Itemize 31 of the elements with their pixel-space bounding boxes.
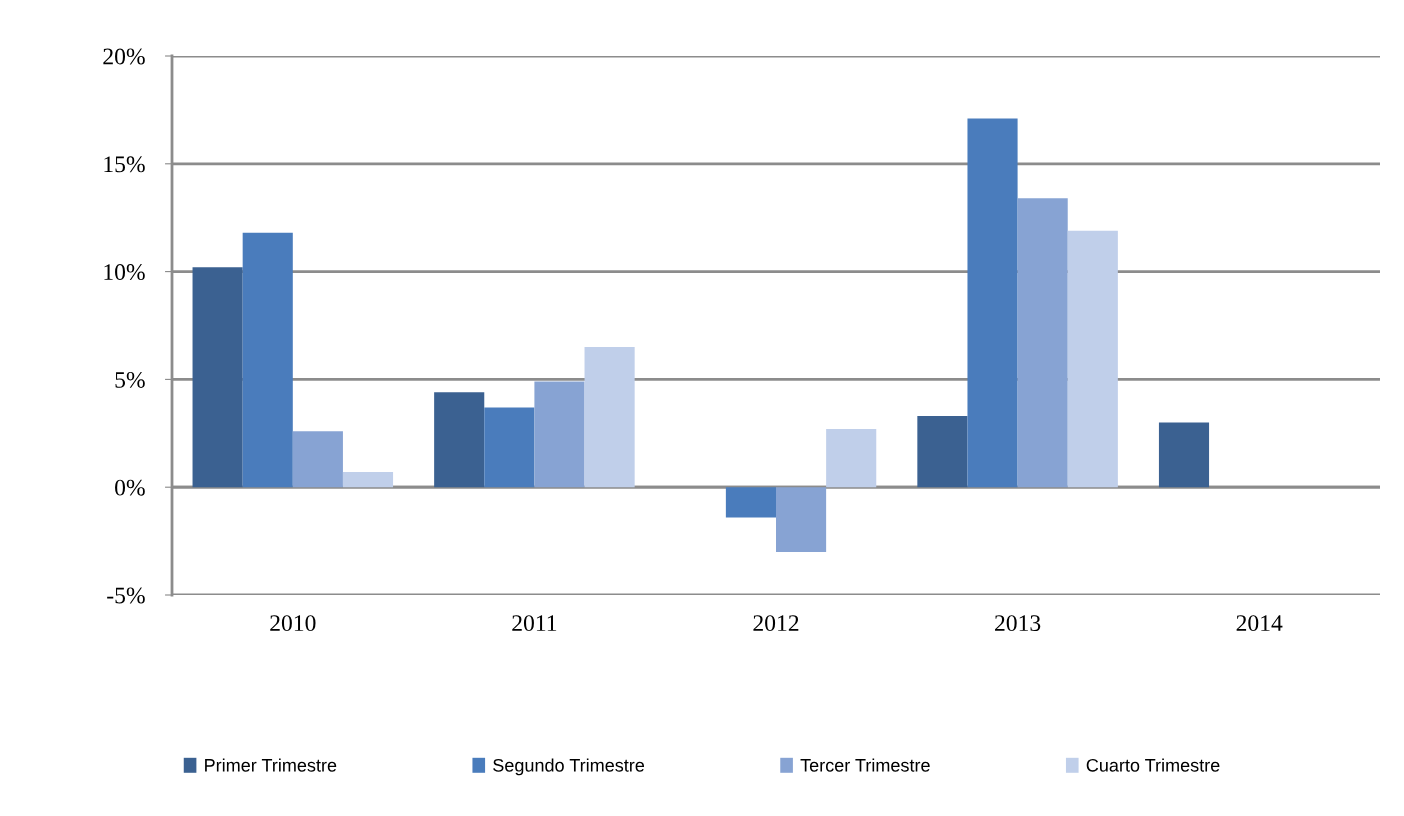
y-tick-label: 15%: [104, 156, 145, 173]
bar: [434, 392, 485, 488]
bar: [1067, 230, 1118, 488]
bar: [342, 472, 394, 488]
bar: [484, 407, 535, 488]
y-tick-label: -5%: [107, 587, 145, 604]
bar: [917, 416, 968, 488]
legend-label: Tercer Trimestre: [800, 758, 930, 772]
bar: [242, 232, 293, 488]
x-tick-label: 2012: [753, 615, 799, 632]
bar: [967, 118, 1018, 488]
x-tick-label: 2014: [1236, 615, 1283, 632]
bar: [1158, 422, 1210, 488]
bar: [1017, 198, 1068, 488]
bar: [534, 381, 585, 488]
bar: [584, 347, 635, 488]
y-tick-label: 5%: [115, 371, 145, 388]
bar: [292, 431, 343, 488]
y-tick-label: 10%: [104, 264, 145, 281]
bar: [725, 487, 776, 518]
y-tick-label: 20%: [103, 48, 145, 65]
bar: [192, 267, 243, 488]
legend-label: Segundo Trimestre: [493, 758, 645, 776]
x-tick-label: 2013: [995, 615, 1041, 632]
bar: [776, 487, 827, 552]
legend-label: Cuarto Trimestre: [1086, 758, 1220, 772]
x-tick-label: 2010: [270, 615, 316, 632]
y-tick-label: 0%: [115, 479, 145, 496]
bar: [826, 428, 877, 488]
x-tick-label: 2011: [512, 615, 557, 632]
legend-label: Primer Trimestre: [205, 758, 337, 772]
